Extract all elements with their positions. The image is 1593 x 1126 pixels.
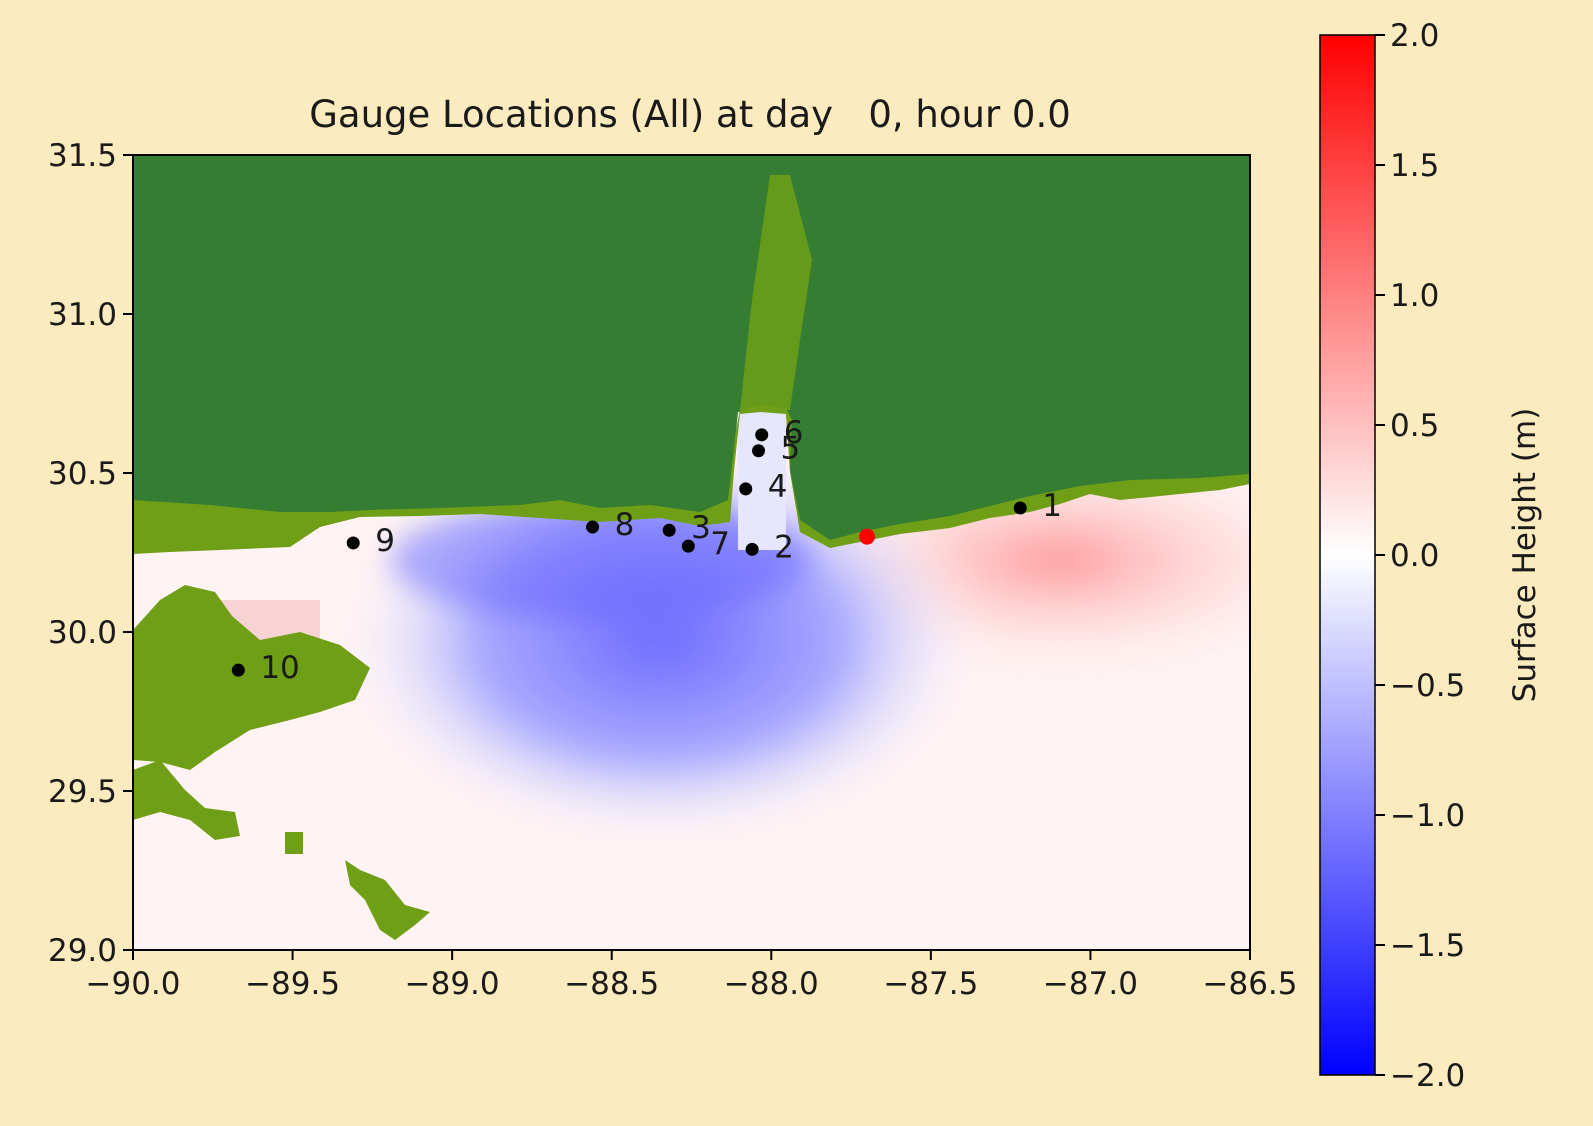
colorbar-label: Surface Height (m) <box>1507 408 1543 703</box>
y-tick-label: 29.5 <box>48 774 117 810</box>
heatmap-area <box>133 155 1250 950</box>
colorbar-tick-label: −1.5 <box>1390 928 1465 964</box>
gauge-point <box>739 482 753 496</box>
gauge-point <box>346 536 360 550</box>
gauge-point <box>1013 501 1027 515</box>
land-mass <box>133 155 1250 552</box>
delta-islands <box>345 860 430 940</box>
x-tick-label: −88.0 <box>724 966 819 1002</box>
gauge-label: 7 <box>710 526 730 562</box>
storm-center-marker <box>859 528 876 545</box>
x-tick-label: −87.5 <box>883 966 978 1002</box>
colorbar-tick-label: 1.5 <box>1390 148 1439 184</box>
y-tick-label: 29.0 <box>48 933 117 969</box>
gauge-label: 9 <box>375 523 395 559</box>
mobile-river-delta <box>740 175 812 410</box>
colorbar-gradient <box>1319 34 1376 1076</box>
y-tick-label: 31.5 <box>48 138 117 174</box>
x-tick-label: −90.0 <box>86 966 181 1002</box>
louisiana-marsh-south <box>133 760 240 840</box>
y-tick-label: 30.0 <box>48 615 117 651</box>
gauge-label: 10 <box>260 650 299 686</box>
x-tick-label: −86.5 <box>1203 966 1298 1002</box>
gauge-markers: 1 2 3 456 7 8 9 10 <box>231 415 1062 686</box>
gauge-point <box>662 523 676 537</box>
colorbar-tick-label: −2.0 <box>1390 1058 1465 1094</box>
gauge-point <box>752 444 766 458</box>
gauge-point <box>681 539 695 553</box>
gauge-point <box>231 663 245 677</box>
colorbar-tick-label: 2.0 <box>1390 18 1439 54</box>
gauge-label: 6 <box>784 415 804 451</box>
gauge-label: 3 <box>691 510 711 546</box>
colorbar-ticks: 2.0 1.5 1.0 0.5 0.0 −0.5 −1.0 −1.5 −2.0 <box>1375 18 1465 1094</box>
x-tick-label: −87.0 <box>1043 966 1138 1002</box>
y-axis: 29.0 29.5 30.0 30.5 31.0 31.5 <box>48 138 133 969</box>
gauge-label: 4 <box>768 469 788 505</box>
louisiana-marsh <box>133 585 370 770</box>
colorbar-tick-label: 1.0 <box>1390 278 1439 314</box>
y-tick-label: 31.0 <box>48 297 117 333</box>
gauge-label: 2 <box>774 529 794 565</box>
gauge-point <box>755 428 769 442</box>
colorbar-tick-label: 0.0 <box>1390 538 1439 574</box>
chart-title: Gauge Locations (All) at day 0, hour 0.0 <box>309 93 1071 136</box>
plot-frame <box>132 154 1251 951</box>
gauge-label: 5 <box>781 431 801 467</box>
gauge-point <box>586 520 600 534</box>
colorbar-tick-label: 0.5 <box>1390 408 1439 444</box>
colorbar: 2.0 1.5 1.0 0.5 0.0 −0.5 −1.0 −1.5 −2.0 Surface … <box>1319 18 1543 1094</box>
x-axis: −90.0 −89.5 −89.0 −88.5 −88.0 −87.5 −87.0 −86.5 <box>86 950 1298 1002</box>
gauge-point <box>745 542 759 556</box>
marsh-bit <box>285 832 303 854</box>
x-tick-label: −89.0 <box>405 966 500 1002</box>
wetland-coast <box>133 405 1250 554</box>
gauge-label: 1 <box>1042 488 1062 524</box>
y-tick-label: 30.5 <box>48 456 117 492</box>
colorbar-tick-label: −0.5 <box>1390 668 1465 704</box>
negative-surge-core <box>390 500 810 620</box>
colorbar-tick-label: −1.0 <box>1390 798 1465 834</box>
gauge-label: 8 <box>615 507 635 543</box>
x-tick-label: −88.5 <box>564 966 659 1002</box>
x-tick-label: −89.5 <box>245 966 340 1002</box>
